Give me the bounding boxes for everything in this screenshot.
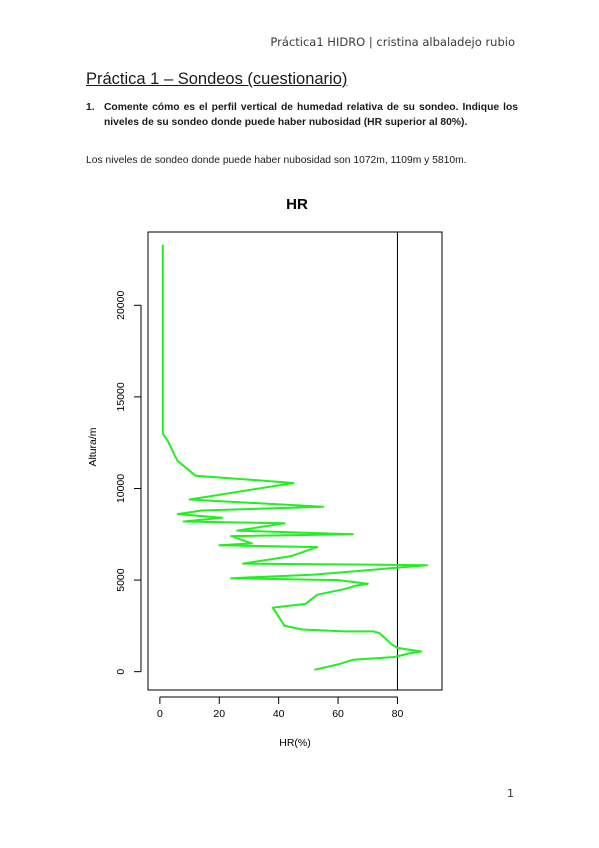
chart-title: HR [286,196,308,213]
hr-series-line [161,244,429,671]
page-number: 1 [507,787,514,800]
y-tick-label: 15000 [115,382,127,411]
y-tick-label: 20000 [115,291,127,320]
question-number: 1. [86,102,95,113]
question-text: Comente cómo es el perfil vertical de hu… [104,102,518,128]
x-axis-label: HR(%) [279,737,311,749]
page-header: Práctica1 HIDRO | cristina albaladejo ru… [270,35,515,49]
question-1: 1. Comente cómo es el perfil vertical de… [86,101,518,130]
x-tick-label: 80 [392,708,404,720]
x-tick-label: 60 [332,708,344,720]
hr-chart: HR 0 20 40 60 80 HR(%) 0 5000 10000 15000 20000 Altu… [80,190,460,765]
plot-frame [147,231,443,691]
x-tick-label: 20 [213,708,225,720]
x-tick-label: 0 [157,708,163,720]
answer-text: Los niveles de sondeo donde puede haber … [86,155,467,166]
y-tick-label: 10000 [115,474,127,503]
y-tick-label: 5000 [115,568,127,592]
y-axis-label: Altura/m [87,427,99,466]
hr-chart-svg: HR 0 20 40 60 80 HR(%) 0 5000 10000 15000 20000 Altu… [87,196,443,749]
section-title: Práctica 1 – Sondeos (cuestionario) [86,70,348,88]
y-tick-label: 0 [115,669,127,675]
x-tick-label: 40 [273,708,285,720]
